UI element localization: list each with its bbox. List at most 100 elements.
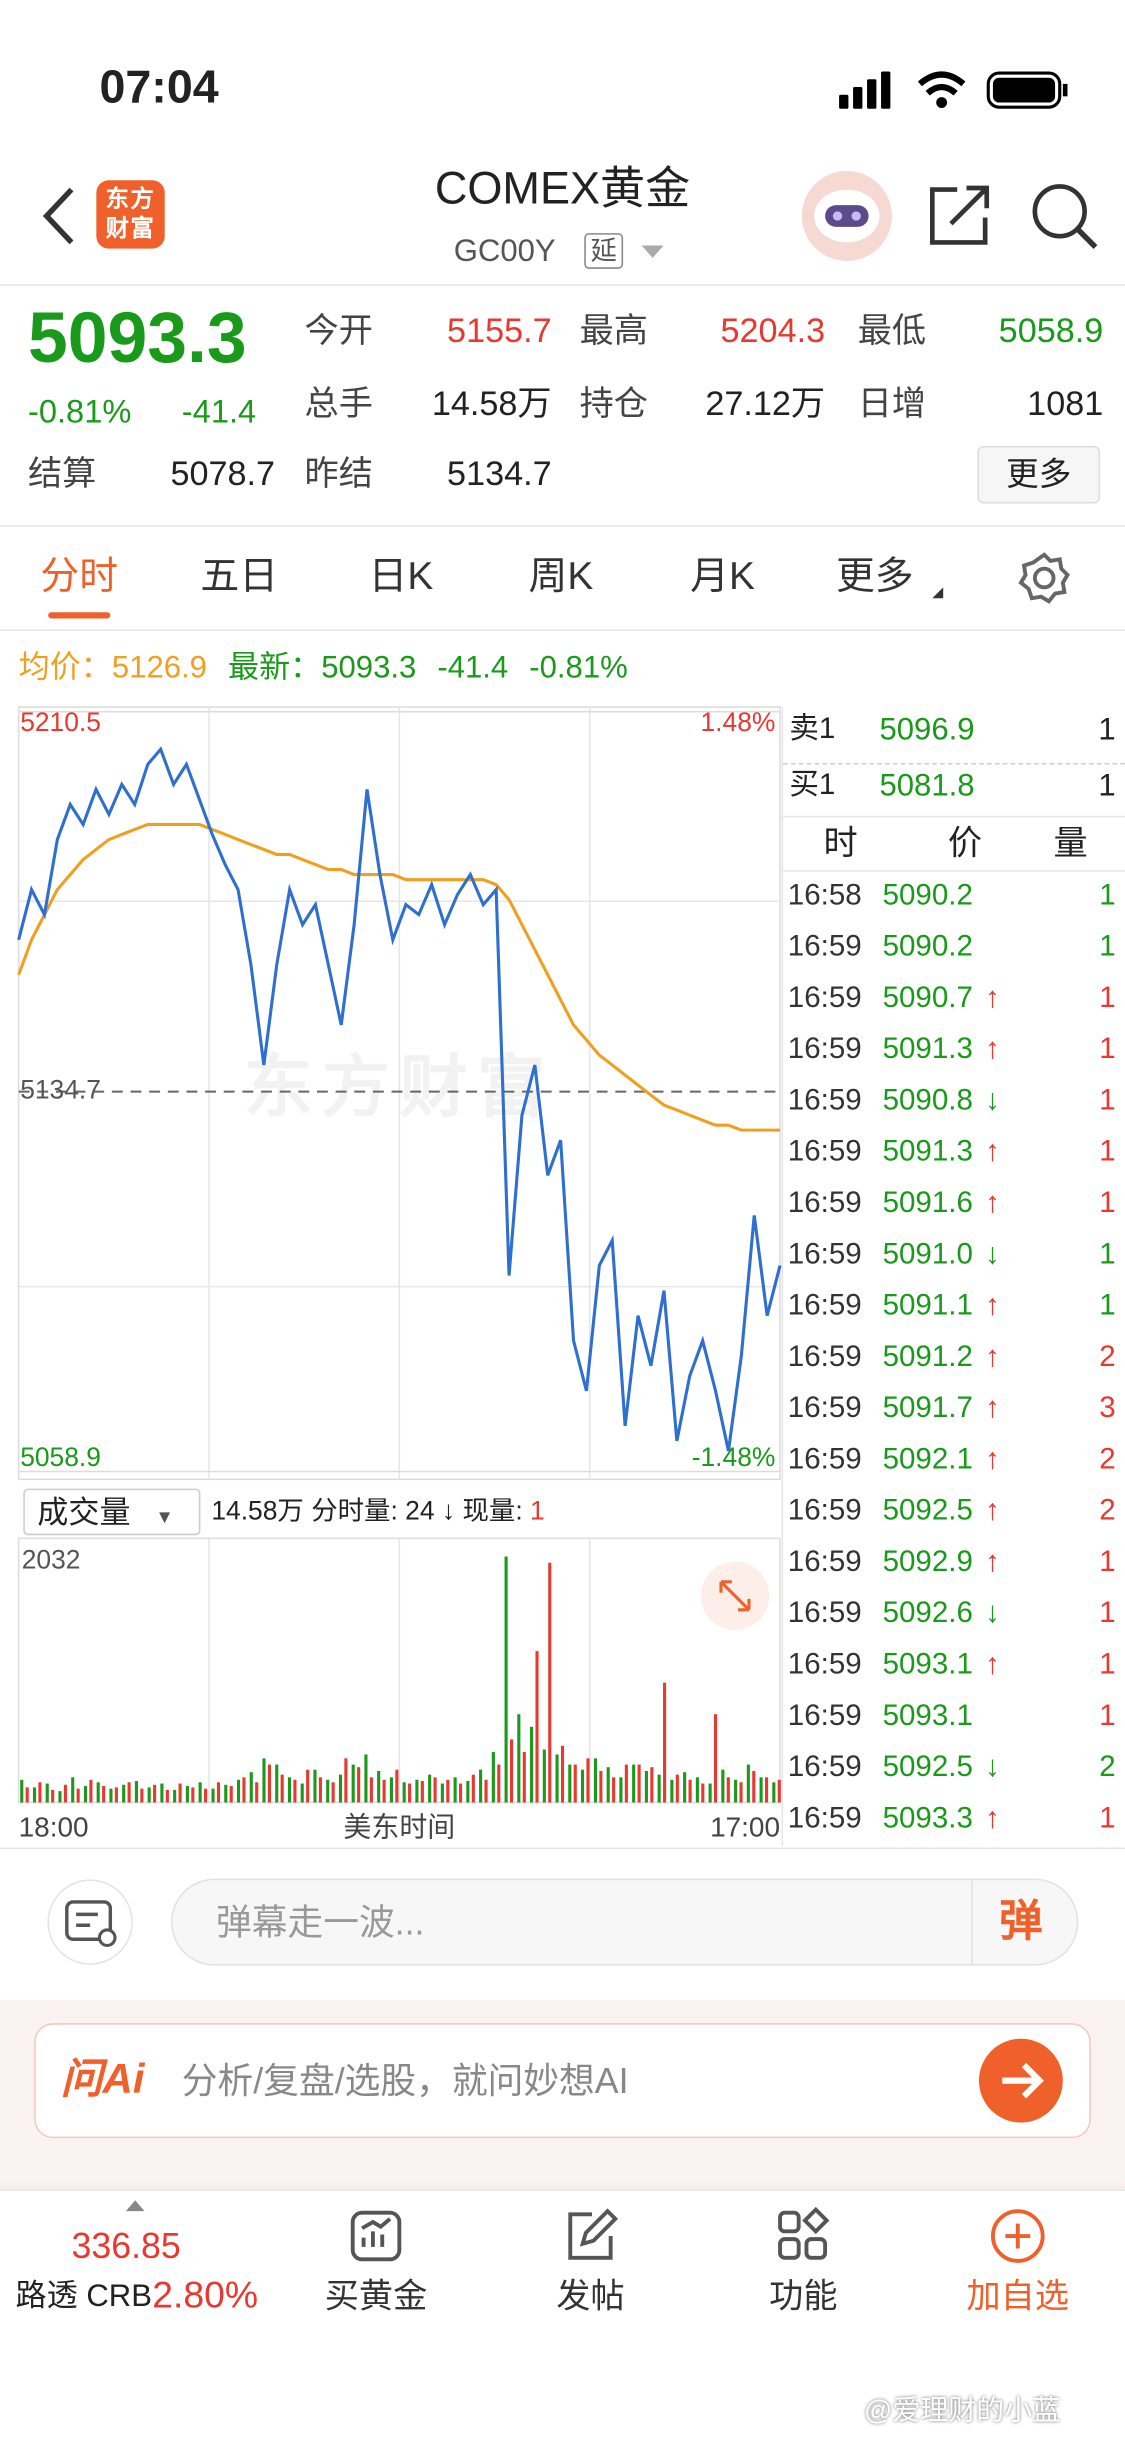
app-logo[interactable]: 东方财富 — [96, 180, 165, 249]
period-value: 24 — [405, 1496, 435, 1526]
trade-time: 16:59 — [787, 1084, 862, 1118]
tab-label[interactable]: 加自选 — [966, 2276, 1070, 2316]
tab-icon[interactable] — [774, 2206, 833, 2265]
trade-price: 5092.5 — [882, 1751, 973, 1784]
volume-info: 14.58万 分时量: 24 ↓ 现量: 1 — [211, 1498, 544, 1524]
volume-bar — [739, 1782, 743, 1803]
comment-button[interactable]: 弹 — [999, 1897, 1043, 1946]
volume-bar — [734, 1779, 738, 1803]
tab-label[interactable]: 发帖 — [556, 2276, 625, 2316]
volume-bar — [708, 1783, 712, 1803]
period-tab[interactable]: 分时 — [40, 554, 119, 599]
volume-bar — [20, 1779, 24, 1803]
last-value: 5093.3 — [321, 651, 417, 686]
period-tab[interactable]: 日K — [368, 554, 434, 599]
index-name[interactable]: 路透 CRB — [15, 2279, 152, 2314]
volume-bar — [612, 1777, 616, 1803]
trade-qty: 3 — [1099, 1392, 1116, 1425]
volume-bar — [191, 1787, 195, 1803]
volume-bar — [395, 1769, 399, 1803]
divider — [0, 629, 1125, 631]
chart-watermark: 东方财富 — [244, 1049, 555, 1125]
trade-time: 16:59 — [787, 1699, 862, 1733]
indicator-name: 成交量 — [37, 1496, 131, 1531]
tab-label[interactable]: 买黄金 — [324, 2276, 428, 2316]
icon-shape — [361, 2217, 392, 2247]
tab-label[interactable]: 功能 — [769, 2276, 838, 2316]
trade-time: 16:59 — [787, 1494, 862, 1528]
period-tab[interactable]: 周K — [528, 554, 594, 599]
volume-bar — [764, 1777, 769, 1803]
volume-bar — [109, 1788, 113, 1803]
comment-placeholder: 弹幕走一波... — [215, 1901, 425, 1943]
period-tab[interactable]: 月K — [690, 554, 755, 599]
select-arrow: ▼ — [155, 1505, 174, 1528]
tab-icon[interactable] — [988, 2206, 1047, 2265]
trade-qty: 1 — [1099, 1546, 1116, 1579]
last-label: 最新： — [228, 651, 322, 686]
volume-bar — [759, 1777, 763, 1803]
settings-button[interactable] — [1016, 550, 1072, 606]
volume-bar — [637, 1764, 641, 1803]
trade-price: 5090.2 — [882, 879, 973, 913]
trade-qty: 1 — [1099, 982, 1116, 1015]
dropdown[interactable] — [640, 244, 665, 260]
volume-bar — [509, 1739, 514, 1803]
volume-bar — [45, 1783, 49, 1803]
volume-bar — [580, 1769, 585, 1803]
period-tab[interactable]: 五日 — [200, 554, 279, 599]
trade-time: 16:59 — [787, 1751, 862, 1784]
share-button[interactable] — [926, 180, 994, 248]
volume-bar — [300, 1783, 304, 1803]
more-button[interactable]: 更多 — [977, 445, 1101, 504]
tab-icon[interactable] — [347, 2206, 406, 2265]
volume-bar — [96, 1782, 100, 1803]
tab-icon[interactable] — [561, 2206, 620, 2265]
x-tick-label: 美东时间 — [343, 1811, 455, 1842]
summary-change: -41.4 — [437, 651, 509, 686]
summary: 均价：5126.9 最新：5093.3 -41.4 -0.81% — [19, 653, 628, 684]
icon-shape — [778, 2210, 801, 2234]
trade-price: 5093.3 — [882, 1802, 973, 1836]
assistant-avatar[interactable] — [799, 168, 895, 264]
ai-input[interactable]: 问Ai 分析/复盘/选股，就问妙想AI — [34, 2023, 1091, 2139]
indicator-select[interactable]: 成交量 ▼ — [23, 1488, 201, 1536]
ai-placeholder: 分析/复盘/选股，就问妙想AI — [181, 2060, 629, 2101]
book-label: 卖1 — [789, 713, 836, 746]
trade-direction: ↑ — [985, 1392, 1000, 1425]
volume-bar — [369, 1777, 373, 1803]
back-button[interactable] — [37, 183, 84, 248]
trade-time: 16:59 — [787, 1802, 862, 1836]
code: GC00Y — [453, 234, 556, 269]
icon-shape — [990, 2209, 1045, 2263]
volume-bar — [624, 1764, 628, 1803]
book-line — [783, 815, 1125, 818]
trade-qty: 1 — [1099, 1597, 1116, 1631]
expand-button[interactable] — [700, 1561, 770, 1631]
index-value[interactable]: 336.85 — [71, 2225, 181, 2266]
comment-input[interactable]: 弹幕走一波... 弹 — [170, 1878, 1079, 1966]
trade-qty: 1 — [1099, 1802, 1116, 1836]
volume-bar — [331, 1782, 335, 1803]
icon-shape — [804, 2237, 828, 2260]
ai-send[interactable] — [978, 2038, 1063, 2123]
field-value: 5134.7 — [447, 453, 552, 493]
trade-time: 16:59 — [787, 1443, 862, 1477]
index-change[interactable]: 2.80% — [152, 2274, 259, 2317]
trade-price: 5091.2 — [882, 1340, 973, 1374]
volume-bar — [714, 1714, 718, 1803]
book-divider — [781, 707, 784, 1846]
period-tab[interactable]: 更多 — [835, 554, 914, 599]
volume-bar — [38, 1782, 42, 1803]
trade-time: 16:59 — [787, 1187, 862, 1220]
tab-underline — [48, 612, 111, 619]
comment-list-button[interactable] — [47, 1879, 134, 1966]
volume-bar — [89, 1779, 93, 1803]
trade-price: 5091.7 — [882, 1392, 973, 1425]
volume-bar — [535, 1651, 539, 1803]
trade-time: 16:59 — [787, 1289, 862, 1323]
trade-qty: 1 — [1099, 1033, 1116, 1066]
search-button[interactable] — [1029, 180, 1100, 251]
